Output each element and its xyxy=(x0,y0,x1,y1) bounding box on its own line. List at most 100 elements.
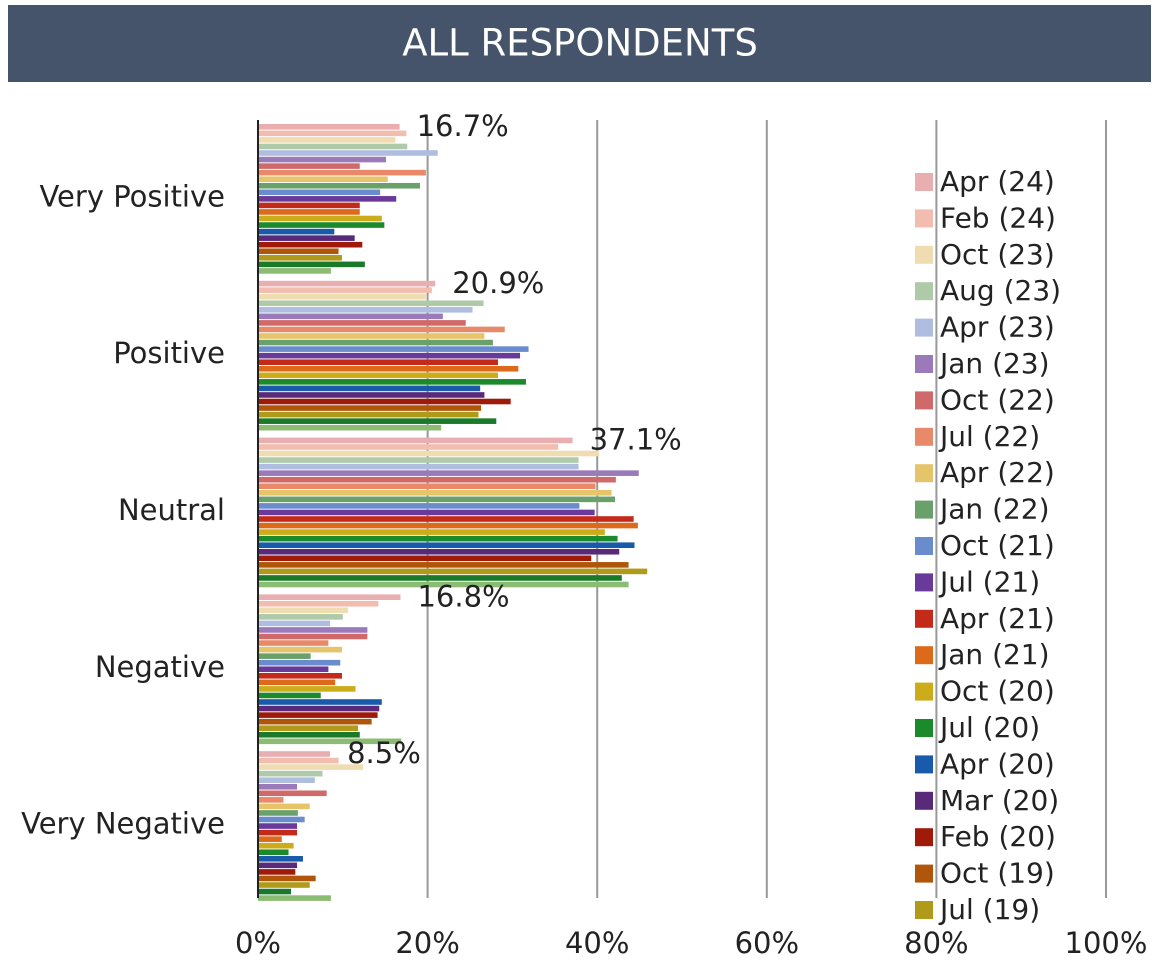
legend-swatch xyxy=(915,682,933,701)
bar xyxy=(258,287,432,293)
bar xyxy=(258,888,292,895)
bar xyxy=(258,268,331,274)
bar xyxy=(258,241,363,248)
bar xyxy=(258,777,315,783)
bar xyxy=(258,437,573,444)
bar xyxy=(258,757,339,764)
bar xyxy=(258,463,579,470)
bar xyxy=(258,182,420,189)
bar xyxy=(258,849,289,856)
legend-swatch xyxy=(915,864,933,883)
bar xyxy=(258,169,426,176)
category-label: Negative xyxy=(95,650,225,684)
legend-swatch xyxy=(915,391,933,410)
bar xyxy=(258,836,282,842)
legend-label: Apr (22) xyxy=(940,456,1055,489)
bar xyxy=(258,372,498,379)
bar xyxy=(258,790,327,797)
x-tick-label: 60% xyxy=(735,926,799,960)
bar xyxy=(258,261,365,268)
chart-title: ALL RESPONDENTS xyxy=(402,22,758,65)
bar xyxy=(258,130,407,137)
bar xyxy=(258,875,316,882)
bar xyxy=(258,705,380,712)
value-label: 16.8% xyxy=(417,579,509,613)
bar xyxy=(258,470,639,476)
bar xyxy=(258,731,360,738)
bar xyxy=(258,496,616,503)
header-bar xyxy=(8,5,1151,82)
bar xyxy=(258,895,331,901)
bar xyxy=(258,124,400,130)
bar xyxy=(258,503,580,509)
legend-label: Feb (24) xyxy=(940,201,1056,234)
bar xyxy=(258,823,298,829)
bar xyxy=(258,535,618,542)
legend-swatch xyxy=(915,537,933,555)
bar xyxy=(258,483,596,490)
value-label: 16.7% xyxy=(417,109,509,143)
bar xyxy=(258,418,497,424)
legend-swatch xyxy=(915,901,933,919)
bar xyxy=(258,450,599,457)
bar xyxy=(258,712,378,718)
bar xyxy=(258,255,342,261)
bar xyxy=(258,764,364,770)
bar xyxy=(258,248,339,255)
bar xyxy=(258,718,372,725)
category-label: Very Negative xyxy=(21,807,225,841)
legend-label: Oct (23) xyxy=(940,238,1055,271)
bar xyxy=(258,882,310,888)
bar xyxy=(258,509,595,516)
bar xyxy=(258,189,381,196)
legend-label: Oct (21) xyxy=(940,529,1055,562)
bar xyxy=(258,522,638,529)
bar xyxy=(258,176,388,182)
bar xyxy=(258,444,559,450)
legend-swatch xyxy=(915,427,933,446)
bar xyxy=(258,614,343,620)
bar xyxy=(258,575,622,581)
bar xyxy=(258,673,342,679)
bar xyxy=(258,215,382,222)
legend-label: Jan (22) xyxy=(938,493,1050,526)
x-tick-label: 20% xyxy=(395,926,459,960)
bar xyxy=(258,490,612,496)
legend-swatch xyxy=(915,646,933,665)
bar xyxy=(258,202,360,209)
bar xyxy=(258,842,294,849)
legend-label: Jul (21) xyxy=(938,565,1040,598)
bar xyxy=(258,307,473,313)
legend-swatch xyxy=(915,828,933,847)
bar xyxy=(258,411,479,418)
bar xyxy=(258,797,284,803)
bar xyxy=(258,666,329,673)
bar xyxy=(258,392,485,398)
bar xyxy=(258,379,526,385)
bar xyxy=(258,346,529,352)
bar xyxy=(258,803,310,810)
value-label: 37.1% xyxy=(590,423,682,457)
bar xyxy=(258,196,397,202)
bar xyxy=(258,293,426,300)
bar xyxy=(258,352,521,359)
bar xyxy=(258,476,616,483)
bar xyxy=(258,143,408,150)
bar xyxy=(258,333,485,339)
bar xyxy=(258,692,321,699)
legend-label: Jul (22) xyxy=(938,420,1040,453)
x-tick-label: 0% xyxy=(235,926,281,960)
bar xyxy=(258,829,298,836)
bar xyxy=(258,600,379,607)
bar xyxy=(258,405,482,411)
category-label: Positive xyxy=(113,336,225,370)
bar xyxy=(258,137,396,143)
legend-label: Apr (24) xyxy=(940,165,1055,198)
legend-label: Aug (23) xyxy=(940,274,1061,307)
bar xyxy=(258,607,348,614)
bar xyxy=(258,326,505,333)
bar xyxy=(258,280,436,287)
bar xyxy=(258,646,342,653)
bar xyxy=(258,365,519,372)
